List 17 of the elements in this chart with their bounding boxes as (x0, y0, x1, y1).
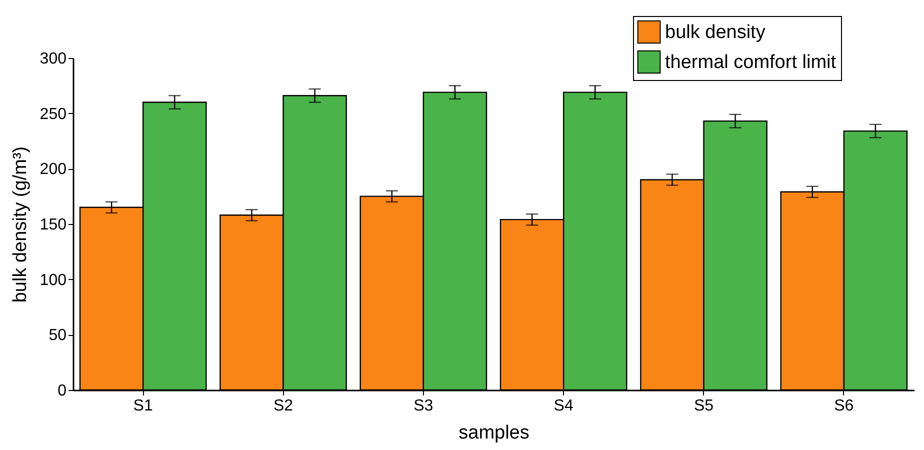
x-tick-label: S4 (554, 398, 574, 414)
y-tick-label: 50 (48, 327, 67, 344)
legend-label: bulk density (665, 22, 766, 43)
y-tick-label: 300 (40, 50, 67, 68)
y-tick-label: 0 (58, 382, 67, 400)
x-tick-label: S2 (273, 398, 294, 414)
y-tick-label: 100 (40, 272, 67, 289)
x-tick-label: S1 (133, 398, 153, 414)
y-tick-label: 250 (40, 106, 67, 123)
y-tick-label: 150 (40, 216, 67, 234)
x-tick-label: S6 (834, 398, 854, 414)
y-axis-title: bulk density (g/m³) (10, 146, 31, 303)
legend-label: thermal comfort limit (665, 52, 837, 73)
x-axis-title: samples (458, 422, 530, 444)
y-tick-label: 200 (40, 161, 67, 178)
x-tick-label: S5 (694, 398, 714, 414)
x-tick-label: S3 (414, 398, 434, 414)
